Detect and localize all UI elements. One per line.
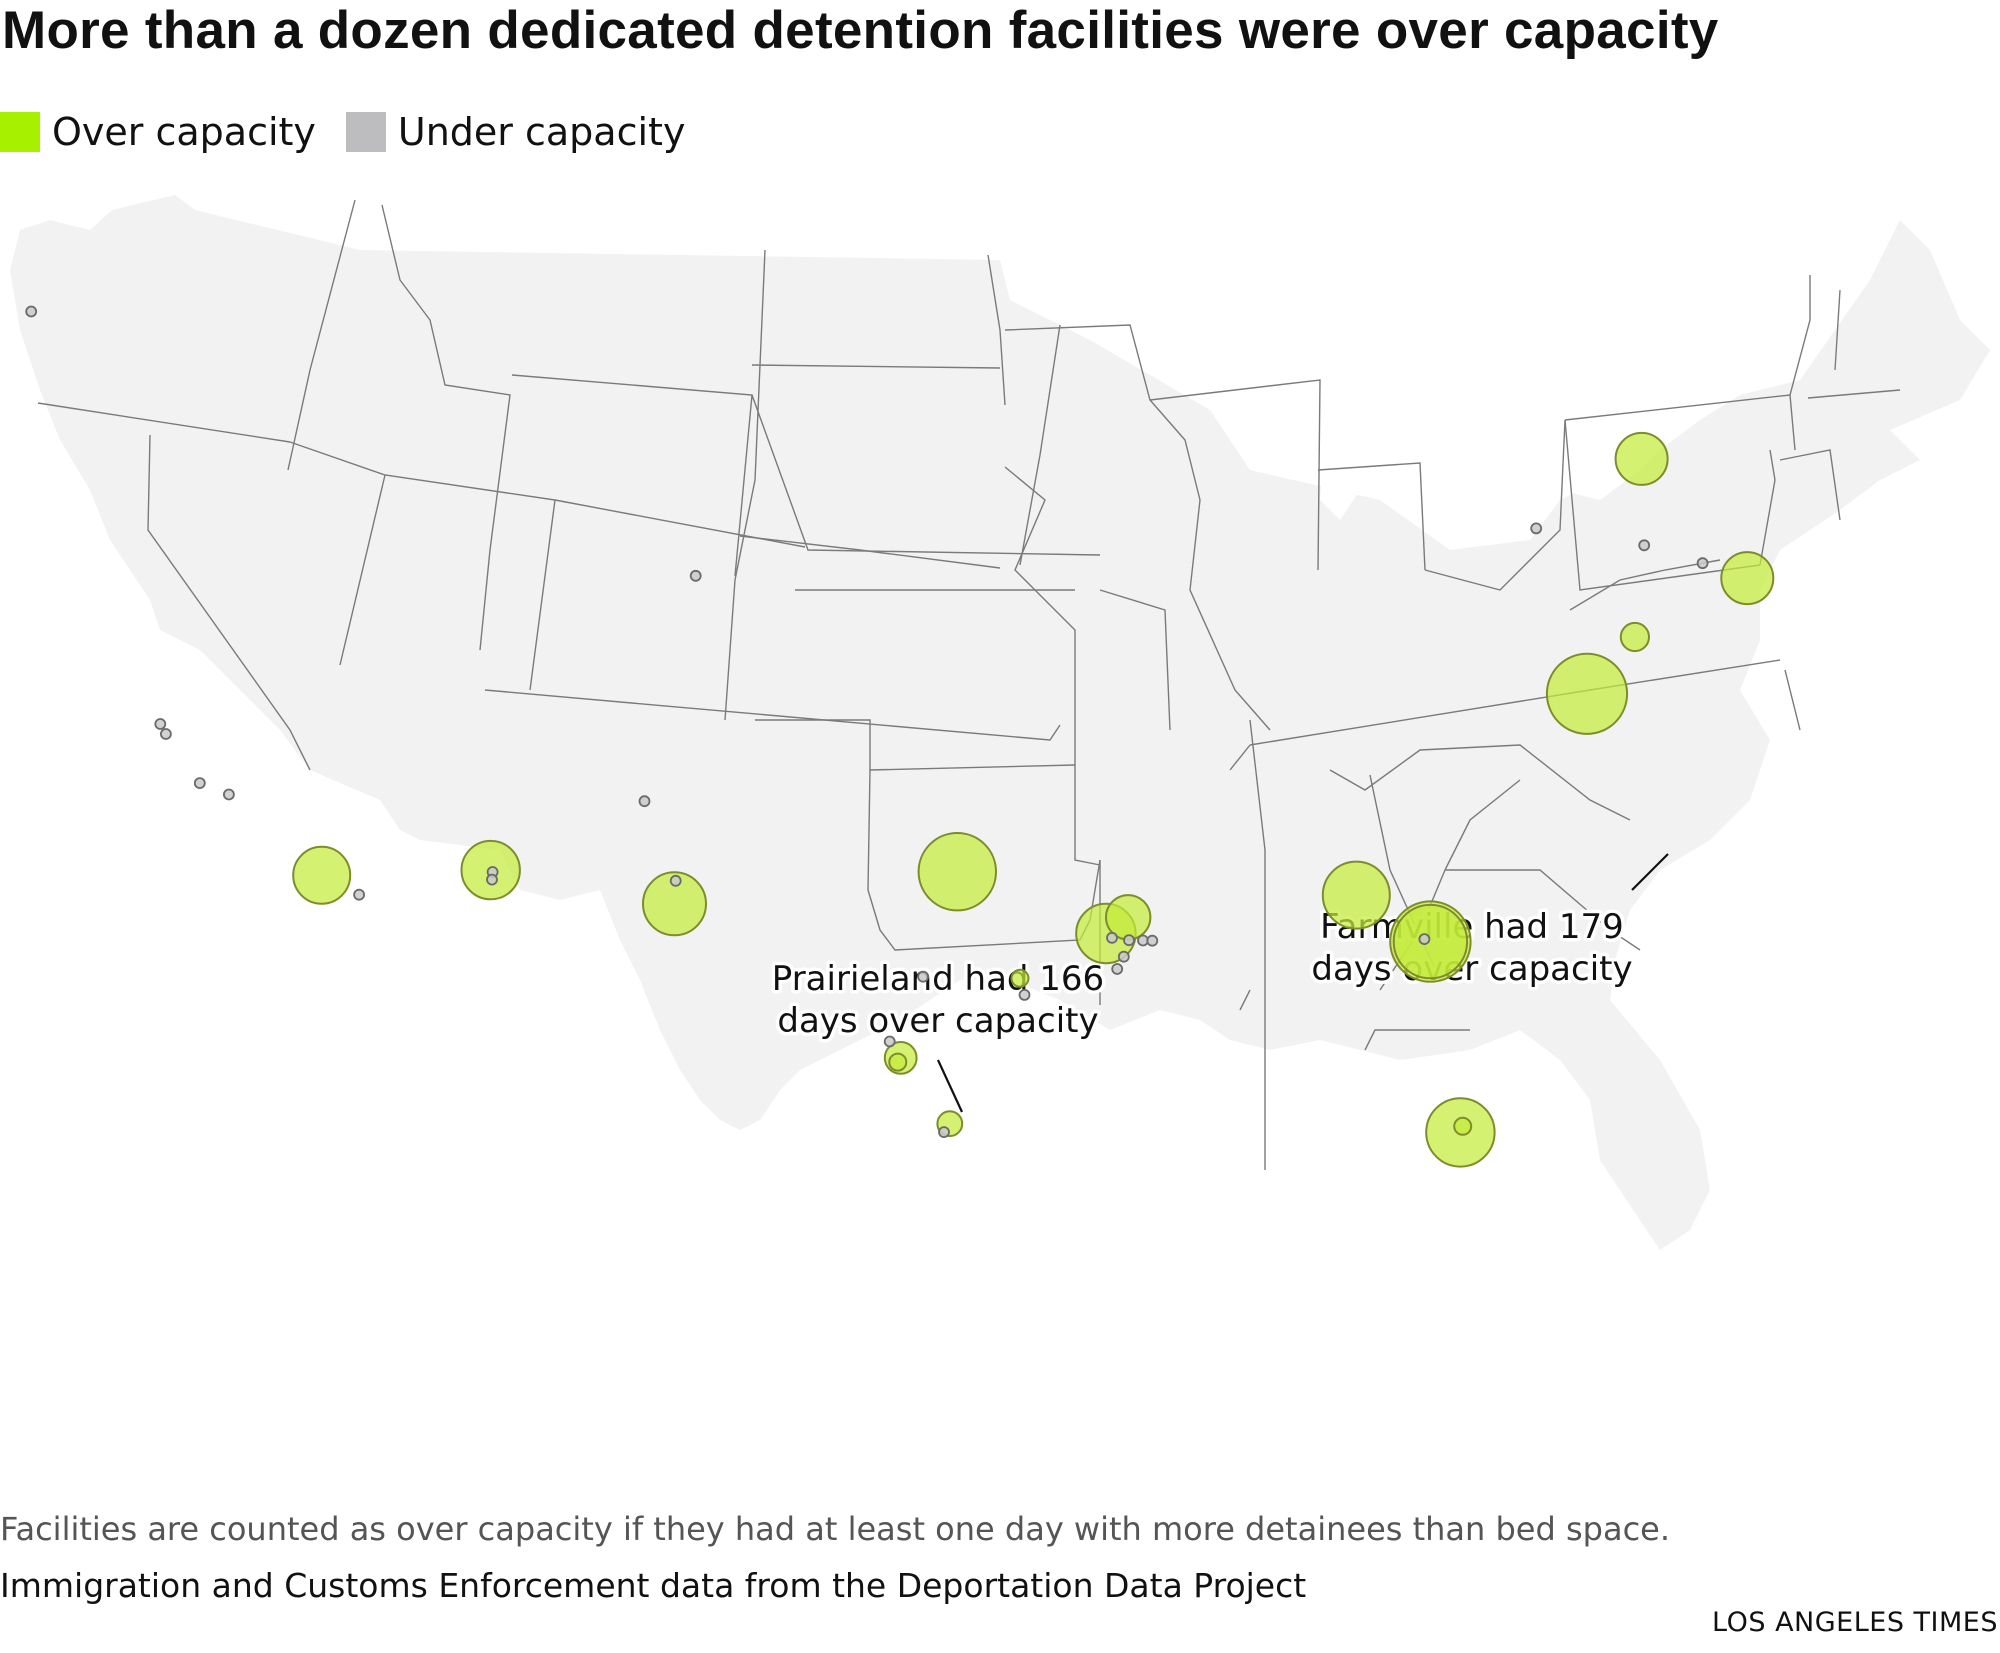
farmville-annotation-line-2: days over capacity	[1311, 949, 1632, 989]
facility-marker-over	[888, 1052, 908, 1072]
legend: Over capacity Under capacity	[0, 110, 715, 154]
facility-marker-over	[1010, 968, 1030, 988]
lake-superior	[1180, 330, 1320, 370]
legend-item-under: Under capacity	[345, 110, 686, 154]
facility-markers	[25, 305, 1775, 1168]
facility-marker-over	[642, 871, 707, 937]
facility-marker-over	[292, 845, 352, 905]
facility-marker-under	[1106, 931, 1118, 944]
facility-marker-under	[1117, 950, 1130, 963]
facility-marker-under	[1018, 989, 1031, 1001]
facility-marker-under	[938, 1126, 950, 1138]
prairieland-leader	[937, 1059, 963, 1113]
facility-marker-under	[159, 728, 172, 740]
facility-marker-over	[1619, 621, 1651, 653]
facility-marker-under	[1418, 933, 1431, 945]
us-map-svg: Prairieland had 166 days over capacity F…	[10, 195, 1990, 1250]
facility-marker-under	[193, 777, 206, 789]
facility-marker-over	[1720, 551, 1775, 606]
facility-marker-over	[1614, 431, 1669, 486]
facility-marker-under	[25, 305, 38, 318]
facility-marker-under	[486, 873, 498, 886]
facility-marker-under	[883, 1035, 896, 1048]
legend-label-under: Under capacity	[397, 110, 686, 154]
legend-swatch-over	[0, 112, 40, 152]
legend-swatch-under	[345, 112, 386, 152]
facility-marker-over	[1321, 860, 1391, 930]
facility-marker-over	[1392, 903, 1469, 980]
facility-marker-over	[917, 832, 997, 912]
annotations: Prairieland had 166 days over capacity F…	[768, 853, 1669, 1113]
us-map: Prairieland had 166 days over capacity F…	[0, 170, 2000, 1470]
facility-marker-under	[1123, 934, 1135, 947]
facility-marker-under	[917, 970, 929, 983]
prairieland-annotation-line-2: days over capacity	[777, 1001, 1098, 1041]
us-landmass	[10, 195, 1990, 1250]
footnote: Facilities are counted as over capacity …	[0, 1510, 1671, 1548]
facility-marker-under	[1638, 539, 1651, 552]
facility-marker-under	[1530, 522, 1543, 535]
facility-marker-under	[1146, 934, 1159, 947]
facility-marker-under	[1111, 963, 1124, 975]
source-line: Immigration and Customs Enforcement data…	[0, 1566, 1307, 1605]
legend-label-over: Over capacity	[52, 110, 316, 154]
lake-michigan	[1320, 350, 1375, 520]
facility-marker-under	[222, 788, 235, 801]
facility-marker-over	[1453, 1116, 1473, 1136]
prairieland-annotation-line-1: Prairieland had 166	[772, 959, 1104, 999]
legend-item-over: Over capacity	[0, 110, 316, 154]
facility-marker-over	[1545, 652, 1629, 735]
facility-marker-under	[1696, 557, 1709, 570]
facility-marker-under	[353, 888, 366, 901]
chart-title: More than a dozen dedicated detention fa…	[2, 1, 1719, 60]
facility-marker-under	[154, 718, 167, 730]
credit-line: LOS ANGELES TIMES	[1712, 1607, 1998, 1638]
farmville-leader	[1631, 853, 1669, 891]
facility-marker-under	[638, 795, 651, 808]
facility-marker-under	[689, 569, 702, 582]
lake-huron-erie	[1400, 330, 1660, 500]
facility-marker-under	[669, 874, 682, 887]
